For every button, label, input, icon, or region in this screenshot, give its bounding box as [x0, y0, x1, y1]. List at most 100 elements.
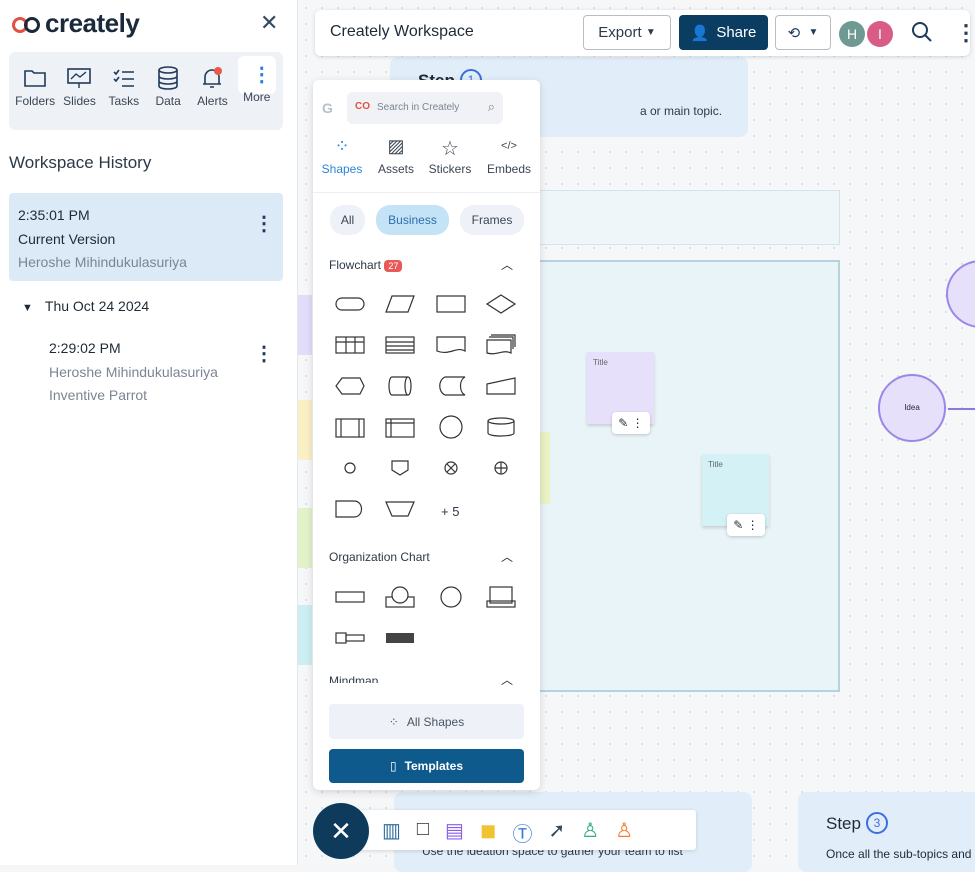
version-menu-icon[interactable]: ⋮ [254, 343, 274, 365]
shape-terminator[interactable] [334, 292, 366, 316]
version-author: Heroshe Mihindukulasuriya [18, 254, 187, 270]
shape-org-box[interactable] [334, 585, 366, 609]
date-group[interactable]: ▼ Thu Oct 24 2024 [22, 298, 149, 314]
mindmap-section-header[interactable]: Mindmap [329, 674, 379, 683]
export-button[interactable]: Export ▼ [583, 15, 671, 50]
google-icon: G [322, 100, 333, 116]
shape-process[interactable] [435, 292, 467, 316]
more-vertical-icon: ⋮ [237, 56, 276, 94]
all-shapes-button[interactable]: ⁘ All Shapes [329, 704, 524, 739]
sticky-note[interactable] [298, 400, 312, 460]
shape-decision[interactable] [485, 292, 517, 316]
collaborators-dropdown[interactable]: ⟲ ▼ [775, 15, 831, 50]
more-vertical-icon[interactable]: ⋮ [955, 20, 975, 45]
text-tool-icon[interactable]: Ⓣ [512, 824, 533, 846]
sticky-actions[interactable]: ✎ ⋮ [727, 514, 765, 536]
alerts-button[interactable]: Alerts [191, 62, 233, 130]
document-title[interactable]: Creately Workspace [330, 23, 474, 40]
shape-or[interactable] [485, 456, 517, 480]
section-title: Flowchart [329, 258, 382, 272]
highlighter-tool-icon[interactable]: ♙ [581, 820, 600, 842]
chevron-up-icon[interactable]: ︿ [501, 673, 514, 687]
chip-all[interactable]: All [330, 205, 365, 235]
shape-org-stand[interactable] [485, 585, 517, 609]
tasks-button[interactable]: Tasks [103, 62, 145, 130]
shape-summing-junction[interactable] [435, 456, 467, 480]
close-icon[interactable]: ✕ [260, 10, 279, 35]
template-tool-icon[interactable]: ▥ [382, 820, 401, 842]
shape-off-page[interactable] [384, 456, 416, 480]
shape-data[interactable] [384, 292, 416, 316]
flowchart-section-header[interactable]: Flowchart 27 [329, 258, 403, 272]
label: Embeds [486, 162, 532, 176]
data-button[interactable]: Data [147, 62, 189, 130]
sticky-note[interactable] [298, 605, 312, 665]
marker-tool-icon[interactable]: ♙ [615, 820, 634, 842]
search-icon[interactable]: ⌕ [487, 99, 495, 114]
shape-direct-data[interactable] [384, 374, 416, 398]
shape-connector[interactable] [435, 415, 467, 439]
sticky-note-tool-icon[interactable]: ◼ [479, 820, 497, 842]
chevron-up-icon[interactable]: ︿ [501, 258, 514, 272]
more-shapes-link[interactable]: + 5 [441, 504, 460, 519]
caret-down-icon: ▼ [645, 27, 656, 38]
shape-multi-document[interactable] [485, 333, 517, 357]
current-version-item[interactable]: 2:35:01 PM Current Version Heroshe Mihin… [9, 193, 283, 281]
idea-node[interactable] [946, 260, 975, 328]
chip-frames[interactable]: Frames [460, 205, 524, 235]
sticky-note[interactable] [298, 295, 312, 355]
templates-button[interactable]: ▯ Templates [329, 749, 524, 783]
tab-shapes[interactable]: ⁘ Shapes [317, 136, 367, 176]
sticky-note[interactable] [298, 508, 312, 568]
connector-tool-icon[interactable]: ➚ [548, 820, 566, 842]
shape-internal-storage[interactable] [384, 415, 416, 439]
rectangle-tool-icon[interactable]: □ [416, 818, 429, 840]
shape-database[interactable] [485, 415, 517, 439]
shape-stored-data[interactable] [435, 374, 467, 398]
shape-document[interactable] [435, 333, 467, 357]
shape-small-circle[interactable] [334, 456, 366, 480]
caret-down-icon: ▼ [22, 302, 33, 314]
more-button[interactable]: ⋮ More [236, 56, 278, 130]
caret-down-icon: ▼ [808, 27, 819, 38]
version-label: Current Version [18, 231, 116, 247]
chevron-up-icon[interactable]: ︿ [501, 550, 514, 564]
step3-card[interactable]: Step 3 Once all the sub-topics and [798, 792, 975, 872]
card-tool-icon[interactable]: ▤ [445, 820, 464, 842]
close-toolbar-button[interactable]: ✕ [313, 803, 369, 859]
version-menu-icon[interactable]: ⋮ [254, 213, 274, 235]
shape-predefined-process[interactable] [334, 415, 366, 439]
step-number: 3 [866, 812, 888, 834]
version-author: Heroshe Mihindukulasuriya [49, 364, 218, 380]
frame[interactable] [538, 260, 840, 692]
tab-embeds[interactable]: </> Embeds [484, 136, 534, 176]
slides-button[interactable]: Slides [58, 62, 100, 130]
shape-table[interactable] [334, 333, 366, 357]
search-input[interactable]: CO Search in Creately ⌕ [347, 92, 503, 124]
shape-org-photo-box[interactable] [384, 585, 416, 609]
avatar[interactable]: H [839, 21, 865, 47]
sticky-actions[interactable]: ✎ ⋮ [612, 412, 650, 434]
shape-delay[interactable] [334, 497, 366, 521]
shape-manual-operation[interactable] [384, 497, 416, 521]
folders-button[interactable]: Folders [14, 62, 56, 130]
template-icon: ▯ [389, 759, 397, 773]
shape-org-filled[interactable] [384, 626, 416, 650]
step-text: Once all the sub-topics and [826, 847, 972, 861]
sticky-note[interactable] [540, 432, 550, 504]
share-button[interactable]: 👤 Share [679, 15, 768, 50]
shape-org-circle[interactable] [435, 585, 467, 609]
search-icon[interactable] [911, 21, 933, 48]
tab-assets[interactable]: ▨ Assets [371, 136, 421, 176]
tab-stickers[interactable]: ☆ Stickers [425, 136, 475, 176]
shape-org-assistant[interactable] [334, 626, 366, 650]
chip-business[interactable]: Business [376, 205, 449, 235]
workspace-history-sidebar: creately ✕ Folders Slides Tasks Data Ale… [0, 0, 298, 865]
shape-display[interactable] [334, 374, 366, 398]
shape-manual-input[interactable] [485, 374, 517, 398]
shape-list[interactable] [384, 333, 416, 357]
idea-node[interactable]: Idea [878, 374, 946, 442]
org-section-header[interactable]: Organization Chart [329, 550, 430, 564]
code-icon: </> [501, 140, 517, 152]
avatar[interactable]: I [867, 21, 893, 47]
